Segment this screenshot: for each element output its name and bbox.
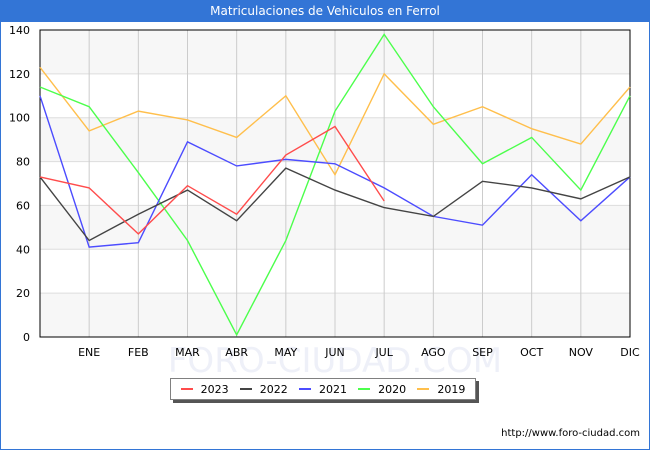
legend-label: 2020 xyxy=(378,382,407,396)
x-tick-label: FEB xyxy=(128,346,149,359)
legend-item-2023: 2023 xyxy=(180,382,229,396)
series-line-2023 xyxy=(39,125,385,235)
x-tick-label: DIC xyxy=(620,346,640,359)
plot-border xyxy=(39,29,631,338)
y-tick-label: 0 xyxy=(23,331,30,344)
legend-label: 2023 xyxy=(200,382,229,396)
x-tick-label: ABR xyxy=(225,346,248,359)
legend-swatch xyxy=(298,388,311,390)
x-tick-label: AGO xyxy=(421,346,446,359)
y-tick-label: 80 xyxy=(16,156,30,169)
series-line-2021 xyxy=(39,95,631,248)
legend-label: 2022 xyxy=(259,382,288,396)
y-tick-label: 40 xyxy=(16,243,30,256)
legend-item-2021: 2021 xyxy=(298,382,347,396)
legend-item-2022: 2022 xyxy=(239,382,288,396)
x-tick-label: NOV xyxy=(569,346,594,359)
legend-swatch xyxy=(239,388,252,390)
legend: 2023 2022 2021 2020 2019 xyxy=(170,378,476,400)
x-tick-label: JUL xyxy=(374,346,393,359)
series-line-2020 xyxy=(39,33,631,337)
series-line-2022 xyxy=(39,167,631,242)
y-tick-label: 120 xyxy=(9,68,30,81)
source-url: http://www.foro-ciudad.com xyxy=(501,428,640,439)
x-tick-label: MAY xyxy=(274,346,297,359)
legend-swatch xyxy=(180,388,193,390)
y-tick-label: 20 xyxy=(16,287,30,300)
legend-item-2020: 2020 xyxy=(358,383,406,396)
y-tick-label: 100 xyxy=(9,112,30,125)
legend-swatch xyxy=(358,388,371,390)
x-tick-label: MAR xyxy=(175,346,200,359)
y-tick-label: 60 xyxy=(16,199,30,212)
x-tick-label: ENE xyxy=(78,346,100,359)
x-tick-label: JUN xyxy=(324,346,345,359)
legend-label: 2021 xyxy=(318,382,347,396)
x-tick-label: OCT xyxy=(520,346,543,359)
legend-swatch xyxy=(417,388,430,390)
y-tick-label: 140 xyxy=(9,24,30,37)
x-tick-label: SEP xyxy=(472,346,493,359)
legend-item-2019: 2019 xyxy=(417,383,465,396)
legend-label: 2019 xyxy=(437,382,466,396)
series-line-2019 xyxy=(39,66,631,177)
chart-title: Matriculaciones de Vehiculos en Ferrol xyxy=(0,0,650,22)
watermark: FORO-CIUDAD.COM xyxy=(168,341,502,381)
